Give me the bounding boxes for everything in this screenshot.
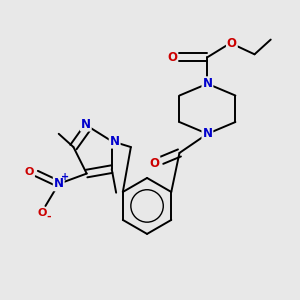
Text: +: + bbox=[61, 172, 69, 182]
Text: O: O bbox=[167, 51, 177, 64]
Text: N: N bbox=[202, 77, 212, 90]
Text: O: O bbox=[38, 208, 47, 218]
Text: O: O bbox=[149, 157, 159, 170]
Text: N: N bbox=[202, 127, 212, 140]
Text: N: N bbox=[54, 177, 64, 190]
Text: -: - bbox=[47, 211, 51, 221]
Text: N: N bbox=[110, 135, 120, 148]
Text: O: O bbox=[25, 167, 34, 177]
Text: O: O bbox=[227, 37, 237, 50]
Text: N: N bbox=[81, 118, 91, 130]
